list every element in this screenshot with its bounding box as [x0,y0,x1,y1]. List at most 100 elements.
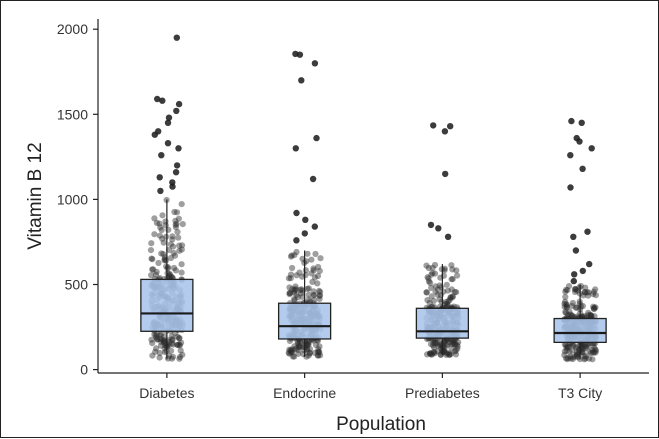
jitter-point [567,353,574,360]
jitter-point [587,312,595,319]
jitter-point [317,352,324,359]
jitter-point [581,352,588,359]
jitter-point [157,224,164,231]
jitter-point [295,350,302,357]
jitter-point [569,347,576,354]
outlier-point [447,123,454,130]
jitter-point [315,348,322,355]
jitter-point [161,256,168,263]
jitter-point [311,274,318,281]
jitter-point [153,219,160,226]
jitter-point [446,296,453,303]
jitter-point [291,289,298,296]
jitter-point [164,355,172,362]
jitter-point [305,341,312,348]
outlier-point [172,169,180,176]
jitter-point [166,338,173,345]
jitter-point [444,287,451,294]
jitter-point [425,275,432,282]
outlier-point [568,117,575,125]
jitter-point [569,355,577,363]
jitter-point [579,348,586,356]
jitter-point [564,344,571,351]
jitter-point [573,304,580,311]
y-tick-label: 1000 [57,191,88,207]
jitter-point [451,288,458,296]
jitter-point [304,285,311,293]
jitter-point [579,341,586,348]
jitter-point [440,349,447,356]
jitter-point [565,355,572,362]
jitter-point [453,341,460,348]
jitter-point [317,288,324,295]
jitter-point [172,221,179,228]
jitter-point [299,273,306,280]
jitter-point [157,332,164,339]
jitter-point [574,351,581,358]
jitter-point [440,272,447,279]
jitter-point [587,350,595,357]
jitter-point [167,254,175,262]
jitter-point [585,309,592,316]
jitter-point [442,301,449,308]
jitter-point [564,343,571,350]
jitter-point [448,262,455,269]
jitter-point [168,355,175,362]
y-tick-label: 500 [65,277,89,293]
jitter-point [588,312,595,320]
jitter-point [149,256,156,263]
jitter-point [151,331,158,338]
jitter-point [310,267,317,274]
jitter-point [591,313,598,320]
jitter-point [434,286,441,293]
jitter-point [580,343,587,350]
jitter-point [442,349,449,356]
jitter-point [304,342,311,349]
jitter-point [586,348,593,355]
jitter-point [288,253,295,260]
jitter-point [167,241,174,248]
jitter-point [580,345,587,353]
jitter-point [449,294,456,301]
jitter-point [286,284,293,291]
jitter-point [149,266,156,273]
outlier-point [442,170,449,178]
jitter-point [425,264,432,272]
jitter-point [291,353,298,360]
outlier-point [588,145,595,152]
jitter-point [306,349,313,356]
jitter-point [316,292,324,299]
outlier-point [578,119,585,127]
jitter-point [454,343,461,350]
jitter-point [306,345,313,353]
jitter-point [176,355,183,362]
jitter-point [166,270,173,277]
jitter-point [291,296,298,303]
jitter-point [581,313,588,320]
jitter-point [317,255,324,262]
jitter-point [308,270,315,277]
jitter-point [432,340,439,347]
jitter-point [452,351,460,358]
jitter-point [572,344,579,351]
jitter-point [157,331,164,338]
jitter-point [443,281,450,288]
jitter-point [174,228,181,236]
jitter-point [427,279,434,287]
jitter-point [315,348,322,355]
jitter-point [289,349,296,356]
jitter-point [423,289,430,296]
jitter-point [428,293,435,300]
jitter-point [425,278,433,285]
jitter-point [174,342,181,349]
jitter-point [164,270,171,277]
jitter-point [563,286,570,293]
jitter-point [289,264,296,272]
jitter-point [153,268,160,275]
jitter-point [160,251,167,258]
jitter-point [149,340,156,347]
jitter-point [168,333,175,340]
jitter-point [565,283,573,290]
outlier-point [156,174,163,181]
jitter-point [299,293,306,300]
